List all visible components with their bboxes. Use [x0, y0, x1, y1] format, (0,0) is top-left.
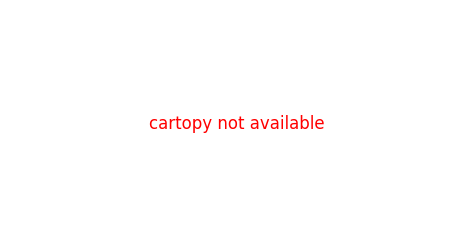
- Text: cartopy not available: cartopy not available: [149, 115, 325, 133]
